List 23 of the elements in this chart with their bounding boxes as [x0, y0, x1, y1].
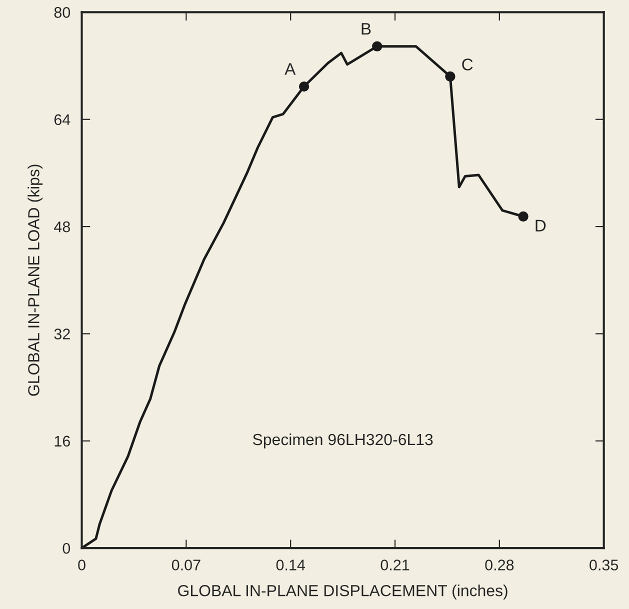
y-tick-label: 32 [54, 328, 70, 340]
y-axis-title: GLOBAL IN-PLANE LOAD (kips) [28, 164, 43, 396]
point [518, 211, 528, 222]
annotation: C [462, 58, 473, 70]
annotation: D [536, 220, 546, 232]
point [372, 41, 382, 52]
x-tick-label: 0.28 [485, 560, 514, 570]
x-tick-label: 0.35 [590, 560, 618, 570]
y-tick-label: 80 [54, 7, 70, 18]
point [445, 71, 456, 82]
y-tick-label: 48 [54, 221, 70, 232]
annotation: A [284, 63, 296, 75]
annotation: B [362, 23, 371, 35]
y-tick-label: 64 [54, 114, 70, 126]
y-tick-label: 16 [54, 436, 70, 447]
x-tick-label: 0.21 [380, 560, 410, 570]
x-axis-title: GLOBAL IN-PLANE DISPLACEMENT (inches) [178, 584, 508, 600]
point [298, 81, 310, 92]
x-tick-label: 0.07 [172, 560, 200, 570]
x-tick-label: 0.14 [276, 560, 306, 570]
x-tick-label: 0 [78, 560, 86, 570]
y-tick-label: 0 [62, 542, 70, 554]
annotation: Specimen 96LH320-6L13 [252, 433, 433, 448]
